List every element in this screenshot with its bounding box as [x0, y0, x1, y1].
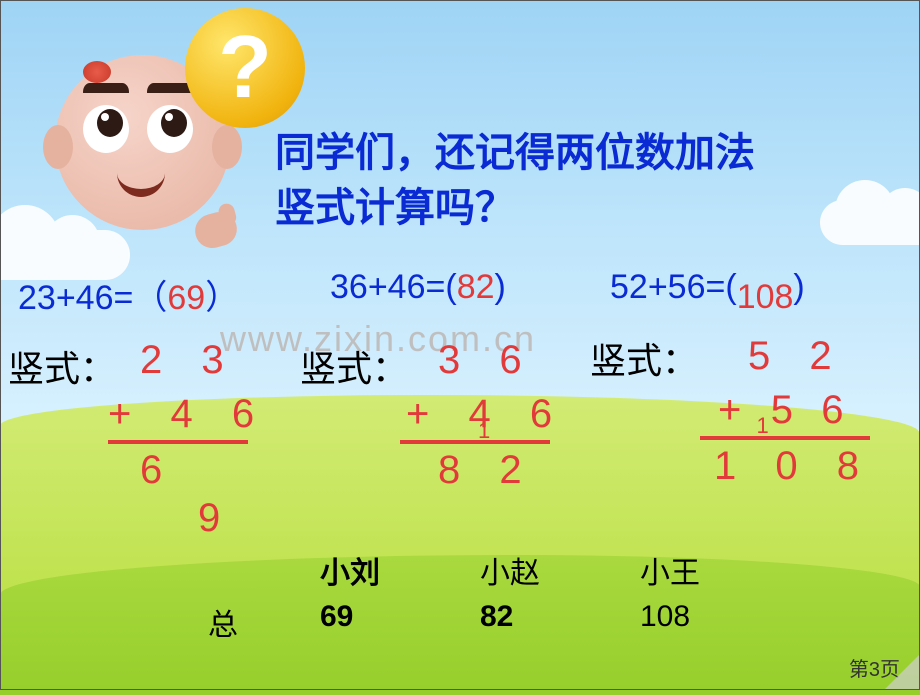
- mouth: [117, 167, 165, 197]
- eq1-paren-r: ）: [205, 279, 239, 317]
- equation-2: 36+46=(82): [330, 268, 506, 307]
- slide: ? 同学们，还记得两位数加法 竖式计算吗？ www.zixin.com.cn 2…: [0, 0, 920, 690]
- v2-top: 3 6: [438, 338, 536, 383]
- eye-left: [83, 105, 129, 153]
- ear-left: [43, 125, 73, 169]
- eq3-paren-r: ): [793, 268, 804, 306]
- vertical-label-3: 竖式：: [590, 332, 698, 384]
- vertical-label-1: 竖式：: [8, 340, 116, 392]
- col-name-1: 小刘: [320, 548, 380, 592]
- equation-1: 23+46=（69）: [18, 270, 239, 319]
- cell-3: 108: [640, 600, 690, 634]
- cell-2: 82: [480, 600, 513, 634]
- v1-plus: + 4 6: [108, 392, 268, 437]
- v3-result: 1 0 8: [714, 444, 873, 489]
- eq3-expr: 52+56=: [610, 268, 725, 306]
- question-mark-icon: ?: [185, 8, 305, 126]
- eq2-paren-r: ): [495, 268, 506, 306]
- eq1-expr: 23+46=: [18, 279, 133, 317]
- v1-result-a: 6: [140, 448, 176, 493]
- eq3-paren-l: (: [725, 268, 736, 306]
- v1-line: [108, 440, 248, 444]
- cell-1: 69: [320, 600, 353, 634]
- v3-line: [700, 436, 870, 440]
- cloud-right: [820, 200, 920, 245]
- eq2-expr: 36+46=: [330, 268, 445, 306]
- v3-plus: + 1+ 5 65 6: [718, 388, 845, 433]
- v3-top: 5 2: [748, 334, 846, 379]
- eyebrow-left: [83, 83, 129, 101]
- grass-lower: [0, 555, 920, 695]
- row-label: 总: [208, 600, 238, 644]
- v2-line: [400, 440, 550, 444]
- v2-result: 8 2: [438, 448, 536, 493]
- eq3-answer: 108: [737, 278, 794, 316]
- eq1-paren-l: （: [133, 279, 167, 317]
- col-name-2: 小赵: [480, 548, 540, 592]
- vertical-label-2: 竖式：: [300, 340, 408, 392]
- title-line1: 同学们，还记得两位数加法: [275, 120, 755, 178]
- v1-top: 2 3: [140, 338, 238, 383]
- eq2-paren-l: (: [445, 268, 456, 306]
- eq2-answer: 82: [457, 268, 495, 306]
- title-line2: 竖式计算吗？: [275, 175, 515, 233]
- ear-right: [212, 125, 242, 169]
- eq1-answer: 69: [167, 279, 205, 317]
- v1-result-b: 9: [198, 496, 234, 541]
- question-ball: ?: [185, 8, 305, 128]
- head-bump: [83, 61, 111, 83]
- col-name-3: 小王: [640, 548, 700, 592]
- equation-3: 52+56=(108): [610, 268, 805, 307]
- page-corner-fold: [884, 654, 920, 690]
